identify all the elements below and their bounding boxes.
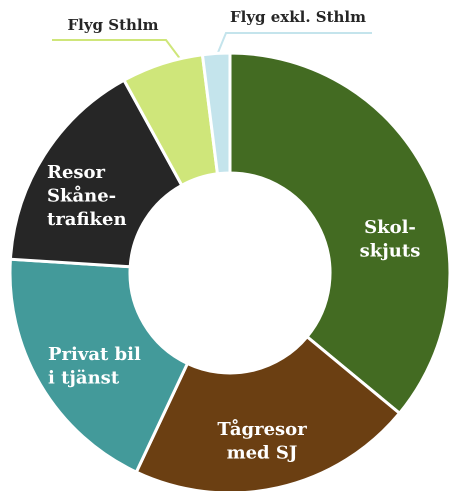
donut-slice [8,78,184,269]
slice-label: Flyg Sthlm [67,16,158,34]
leader-line [52,39,182,61]
leader-line [216,32,372,56]
donut-slice [134,334,402,491]
slice-label: Privat bil i tjänst [48,344,141,388]
donut-slice [228,51,449,416]
slice-label: Resor Skåne-trafiken [47,162,127,230]
donut-slice [8,257,190,475]
slice-label: Flyg exkl. Sthlm [230,8,366,26]
slice-label: Skol-skjuts [360,217,421,261]
donut-slice [200,51,232,176]
slice-label: Tågresor med SJ [217,417,307,463]
